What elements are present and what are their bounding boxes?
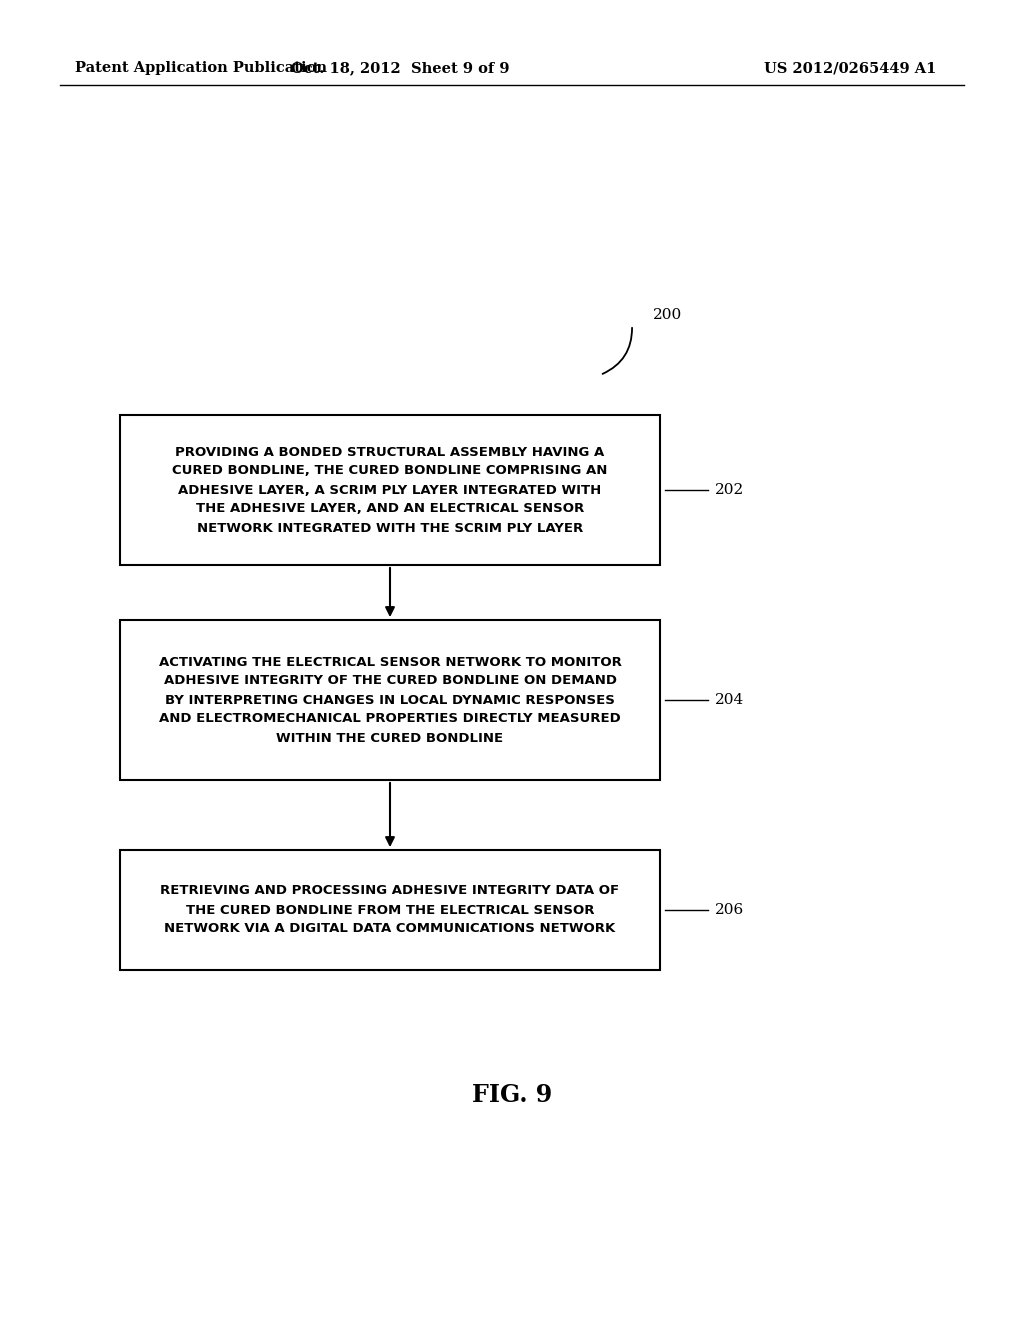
Text: 200: 200 (653, 308, 682, 322)
Text: PROVIDING A BONDED STRUCTURAL ASSEMBLY HAVING A
CURED BONDLINE, THE CURED BONDLI: PROVIDING A BONDED STRUCTURAL ASSEMBLY H… (172, 446, 607, 535)
Bar (120, 850, 660, 970)
Text: US 2012/0265449 A1: US 2012/0265449 A1 (764, 61, 936, 75)
Bar (120, 620, 660, 780)
Text: 204: 204 (715, 693, 744, 708)
Text: 206: 206 (715, 903, 744, 917)
Text: ACTIVATING THE ELECTRICAL SENSOR NETWORK TO MONITOR
ADHESIVE INTEGRITY OF THE CU: ACTIVATING THE ELECTRICAL SENSOR NETWORK… (159, 656, 622, 744)
Text: RETRIEVING AND PROCESSING ADHESIVE INTEGRITY DATA OF
THE CURED BONDLINE FROM THE: RETRIEVING AND PROCESSING ADHESIVE INTEG… (161, 884, 620, 936)
Text: Patent Application Publication: Patent Application Publication (75, 61, 327, 75)
Text: FIG. 9: FIG. 9 (472, 1082, 552, 1107)
Text: 202: 202 (715, 483, 744, 498)
Bar (120, 414, 660, 565)
Text: Oct. 18, 2012  Sheet 9 of 9: Oct. 18, 2012 Sheet 9 of 9 (291, 61, 509, 75)
